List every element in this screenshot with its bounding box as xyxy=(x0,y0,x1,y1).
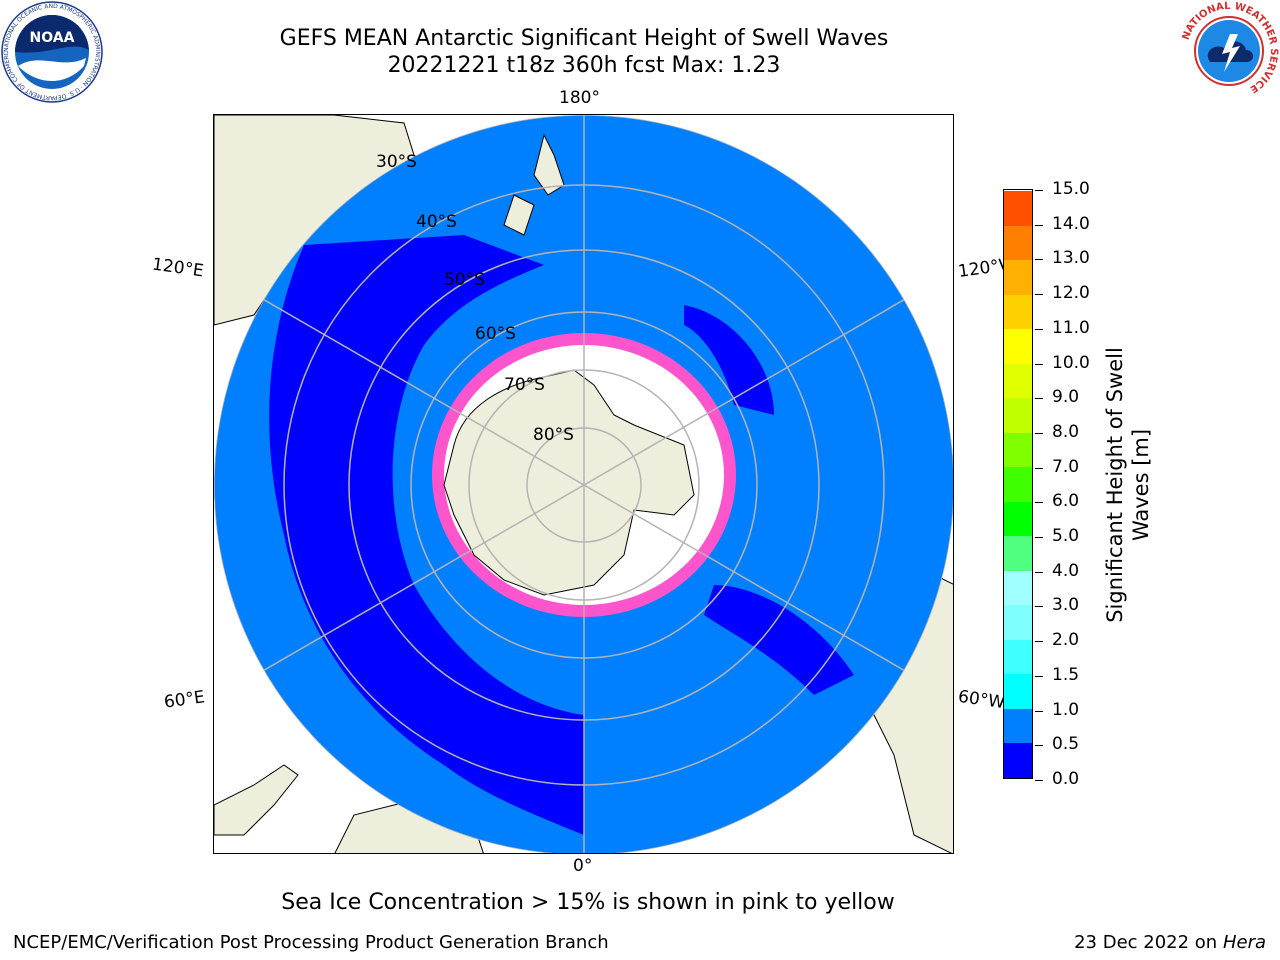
new-zealand-land xyxy=(503,133,565,236)
colorbar-tick xyxy=(1035,363,1043,365)
colorbar-tick xyxy=(1035,606,1043,608)
colorbar-tick-label: 8.0 xyxy=(1052,421,1080,442)
noaa-logo: NOAA NATIONAL OCEANIC AND ATMOSPHERIC AD… xyxy=(0,0,104,104)
colorbar-segment xyxy=(1004,294,1032,330)
colorbar-tick-label: 1.5 xyxy=(1052,664,1080,685)
colorbar-segment xyxy=(1004,501,1032,537)
lat-label-40s: 40°S xyxy=(416,212,457,232)
colorbar-tick xyxy=(1035,641,1043,643)
lon-label-180: 180° xyxy=(559,88,600,108)
swell-low-band-se xyxy=(704,585,854,695)
colorbar-tick xyxy=(1035,780,1043,781)
colorbar-segment xyxy=(1004,432,1032,468)
madagascar-land xyxy=(214,764,299,836)
colorbar-segment xyxy=(1004,673,1032,709)
colorbar-tick xyxy=(1035,502,1043,504)
colorbar-segment xyxy=(1004,190,1032,226)
lat-label-80s: 80°S xyxy=(533,425,574,445)
colorbar-tick xyxy=(1035,675,1043,677)
colorbar-segment xyxy=(1004,225,1032,261)
colorbar-tick-label: 0.0 xyxy=(1052,769,1080,789)
colorbar-tick-label: 7.0 xyxy=(1052,456,1080,477)
lon-label-60w: 60°W xyxy=(956,686,1007,714)
lat-label-70s: 70°S xyxy=(504,375,545,395)
colorbar-tick xyxy=(1035,224,1043,226)
sea-ice-note: Sea Ice Concentration > 15% is shown in … xyxy=(281,890,895,915)
colorbar-tick xyxy=(1035,328,1043,330)
colorbar-tick-label: 10.0 xyxy=(1052,352,1090,373)
lat-label-30s: 30°S xyxy=(376,152,417,172)
colorbar-segment xyxy=(1004,397,1032,433)
colorbar-tick xyxy=(1035,537,1043,539)
colorbar-segment xyxy=(1004,363,1032,399)
colorbar-label: Significant Height of Swell Waves [m] xyxy=(1102,347,1154,623)
colorbar-tick-label: 5.0 xyxy=(1052,526,1080,547)
title-line-2: 20221221 t18z 360h fcst Max: 1.23 xyxy=(387,53,781,78)
colorbar-segment xyxy=(1004,708,1032,744)
colorbar-label-line2: Waves [m] xyxy=(1129,428,1153,542)
colorbar-label-line1: Significant Height of Swell xyxy=(1103,347,1127,623)
lat-label-50s: 50°S xyxy=(444,270,485,290)
colorbar-segment xyxy=(1004,604,1032,640)
swell-low-band-west xyxy=(269,235,584,835)
colorbar-tick-label: 14.0 xyxy=(1052,213,1090,234)
colorbar-tick xyxy=(1035,190,1043,191)
lon-label-60e: 60°E xyxy=(162,687,207,713)
colorbar-tick-label: 4.0 xyxy=(1052,560,1080,581)
colorbar-segment xyxy=(1004,742,1032,778)
colorbar-tick xyxy=(1035,294,1043,296)
colorbar-tick-label: 0.5 xyxy=(1052,734,1080,755)
colorbar-tick-label: 12.0 xyxy=(1052,283,1090,304)
colorbar-segment xyxy=(1004,535,1032,571)
colorbar-tick-label: 13.0 xyxy=(1052,248,1090,269)
colorbar-segment xyxy=(1004,570,1032,606)
footer-branch: NCEP/EMC/Verification Post Processing Pr… xyxy=(13,932,609,953)
footer-date: 23 Dec 2022 on Hera xyxy=(1074,932,1266,953)
map-frame xyxy=(213,114,954,854)
colorbar-tick xyxy=(1035,467,1043,469)
title-line-1: GEFS MEAN Antarctic Significant Height o… xyxy=(279,26,889,51)
colorbar-tick-label: 11.0 xyxy=(1052,317,1090,338)
colorbar-tick-label: 15.0 xyxy=(1052,179,1090,199)
colorbar-tick-label: 6.0 xyxy=(1052,491,1080,512)
lat-label-60s: 60°S xyxy=(475,324,516,344)
colorbar-tick-label: 1.0 xyxy=(1052,699,1080,720)
colorbar-tick xyxy=(1035,710,1043,712)
colorbar-tick xyxy=(1035,259,1043,261)
colorbar-tick-label: 2.0 xyxy=(1052,630,1080,651)
colorbar-segment xyxy=(1004,328,1032,364)
noaa-text: NOAA xyxy=(30,30,75,46)
colorbar-tick xyxy=(1035,398,1043,400)
polar-map xyxy=(214,115,953,853)
colorbar xyxy=(1003,189,1033,779)
footer-machine: Hera xyxy=(1222,932,1266,953)
colorbar-tick-label: 9.0 xyxy=(1052,387,1080,408)
colorbar-tick-label: 3.0 xyxy=(1052,595,1080,616)
longitude-lines xyxy=(214,115,953,853)
lon-label-0: 0° xyxy=(573,856,593,876)
footer-date-text: 23 Dec 2022 on xyxy=(1074,932,1218,953)
colorbar-segment xyxy=(1004,466,1032,502)
nws-logo: NATIONAL WEATHER SERVICE xyxy=(1178,0,1280,102)
lon-label-120e: 120°E xyxy=(150,254,205,282)
colorbar-tick xyxy=(1035,571,1043,573)
colorbar-segment xyxy=(1004,259,1032,295)
colorbar-tick xyxy=(1035,432,1043,434)
colorbar-tick xyxy=(1035,745,1043,747)
colorbar-segment xyxy=(1004,639,1032,675)
